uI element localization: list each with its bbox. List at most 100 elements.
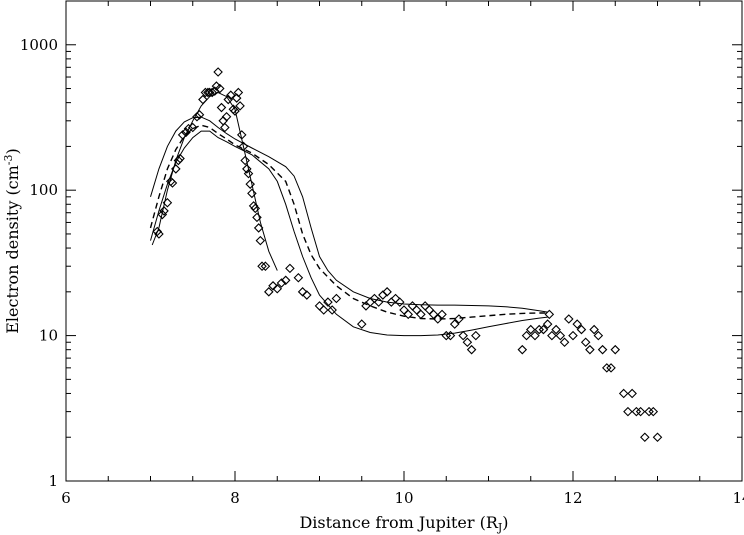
data-point bbox=[644, 406, 654, 417]
data-point bbox=[407, 301, 418, 311]
data-point bbox=[264, 287, 274, 297]
data-points bbox=[152, 67, 663, 443]
data-point bbox=[534, 324, 544, 335]
data-point bbox=[204, 87, 215, 98]
data-point bbox=[555, 330, 566, 341]
data-point bbox=[424, 305, 435, 315]
data-point bbox=[606, 363, 616, 373]
model-curve-2 bbox=[150, 116, 548, 313]
data-point bbox=[652, 432, 663, 443]
data-point bbox=[220, 122, 230, 133]
data-point bbox=[302, 290, 312, 300]
data-point bbox=[635, 406, 646, 417]
data-point bbox=[428, 309, 439, 320]
data-point bbox=[207, 87, 217, 98]
data-point bbox=[597, 344, 608, 355]
model-curves bbox=[149, 91, 548, 337]
data-point bbox=[223, 94, 234, 105]
data-point bbox=[627, 388, 637, 399]
data-point bbox=[198, 94, 208, 105]
data-point bbox=[648, 406, 659, 417]
data-point bbox=[216, 102, 227, 113]
data-point bbox=[530, 330, 540, 341]
data-point bbox=[173, 155, 184, 166]
data-point bbox=[441, 330, 452, 341]
data-point bbox=[411, 305, 422, 315]
data-point bbox=[466, 344, 477, 355]
data-point bbox=[272, 283, 283, 294]
data-point bbox=[154, 229, 164, 239]
data-point bbox=[433, 314, 443, 324]
data-point bbox=[437, 309, 447, 320]
data-point bbox=[563, 314, 574, 324]
data-point bbox=[152, 226, 163, 237]
x-tick-label: 8 bbox=[230, 489, 240, 507]
model-curve-3 bbox=[149, 124, 548, 320]
data-point bbox=[640, 432, 650, 443]
data-point bbox=[255, 235, 266, 246]
data-point bbox=[285, 263, 295, 274]
data-point bbox=[559, 337, 570, 348]
x-tick-label: 10 bbox=[394, 489, 413, 507]
x-tick-label: 14 bbox=[732, 489, 744, 507]
data-point bbox=[162, 197, 173, 208]
data-point bbox=[449, 319, 460, 329]
data-point bbox=[416, 309, 426, 320]
data-point bbox=[623, 406, 633, 417]
data-point bbox=[544, 309, 555, 320]
data-point bbox=[542, 319, 553, 329]
data-point bbox=[454, 314, 464, 324]
data-point bbox=[585, 344, 595, 355]
data-point bbox=[403, 309, 414, 320]
data-point bbox=[221, 111, 232, 122]
data-point bbox=[213, 67, 223, 77]
data-point bbox=[183, 123, 194, 134]
data-point bbox=[327, 305, 337, 315]
data-point bbox=[602, 363, 612, 373]
data-point bbox=[458, 330, 468, 341]
data-point bbox=[276, 278, 287, 288]
data-point bbox=[445, 330, 456, 341]
data-point bbox=[268, 281, 278, 291]
data-point bbox=[225, 90, 236, 100]
data-point bbox=[247, 188, 257, 199]
data-point bbox=[314, 301, 325, 311]
data-point bbox=[618, 388, 629, 399]
data-point bbox=[250, 203, 261, 214]
data-point bbox=[580, 337, 591, 348]
plot-frame bbox=[65, 0, 743, 482]
axis-ticks: 6 8 10 12 14 1 10 100 1000 bbox=[20, 0, 744, 507]
data-point bbox=[233, 87, 244, 98]
data-point bbox=[177, 130, 188, 140]
data-point bbox=[382, 287, 392, 297]
data-point bbox=[242, 164, 252, 174]
y-axis-label: Electron density (cm-3) bbox=[2, 148, 22, 334]
data-point bbox=[252, 212, 262, 223]
data-point bbox=[159, 206, 169, 216]
data-point bbox=[572, 319, 583, 329]
data-point bbox=[235, 101, 245, 111]
y-tick-label: 100 bbox=[29, 181, 58, 199]
data-point bbox=[521, 330, 532, 341]
data-point bbox=[167, 178, 178, 188]
data-point bbox=[551, 324, 561, 335]
data-point bbox=[253, 223, 264, 233]
data-point bbox=[373, 297, 384, 307]
data-point bbox=[181, 127, 191, 138]
data-point bbox=[215, 83, 225, 94]
data-point bbox=[248, 201, 259, 211]
x-tick-label: 12 bbox=[563, 489, 582, 507]
y-tick-label: 10 bbox=[39, 327, 58, 345]
data-point bbox=[318, 305, 329, 315]
data-point bbox=[260, 261, 271, 271]
data-point bbox=[589, 324, 599, 335]
data-point bbox=[538, 324, 549, 335]
data-point bbox=[171, 164, 181, 174]
model-curve-1 bbox=[151, 91, 278, 271]
data-point bbox=[462, 337, 473, 348]
data-point bbox=[200, 87, 211, 98]
x-tick-label: 6 bbox=[61, 489, 71, 507]
x-axis-label: Distance from Jupiter (RJ) bbox=[299, 513, 508, 534]
data-point bbox=[568, 330, 578, 341]
